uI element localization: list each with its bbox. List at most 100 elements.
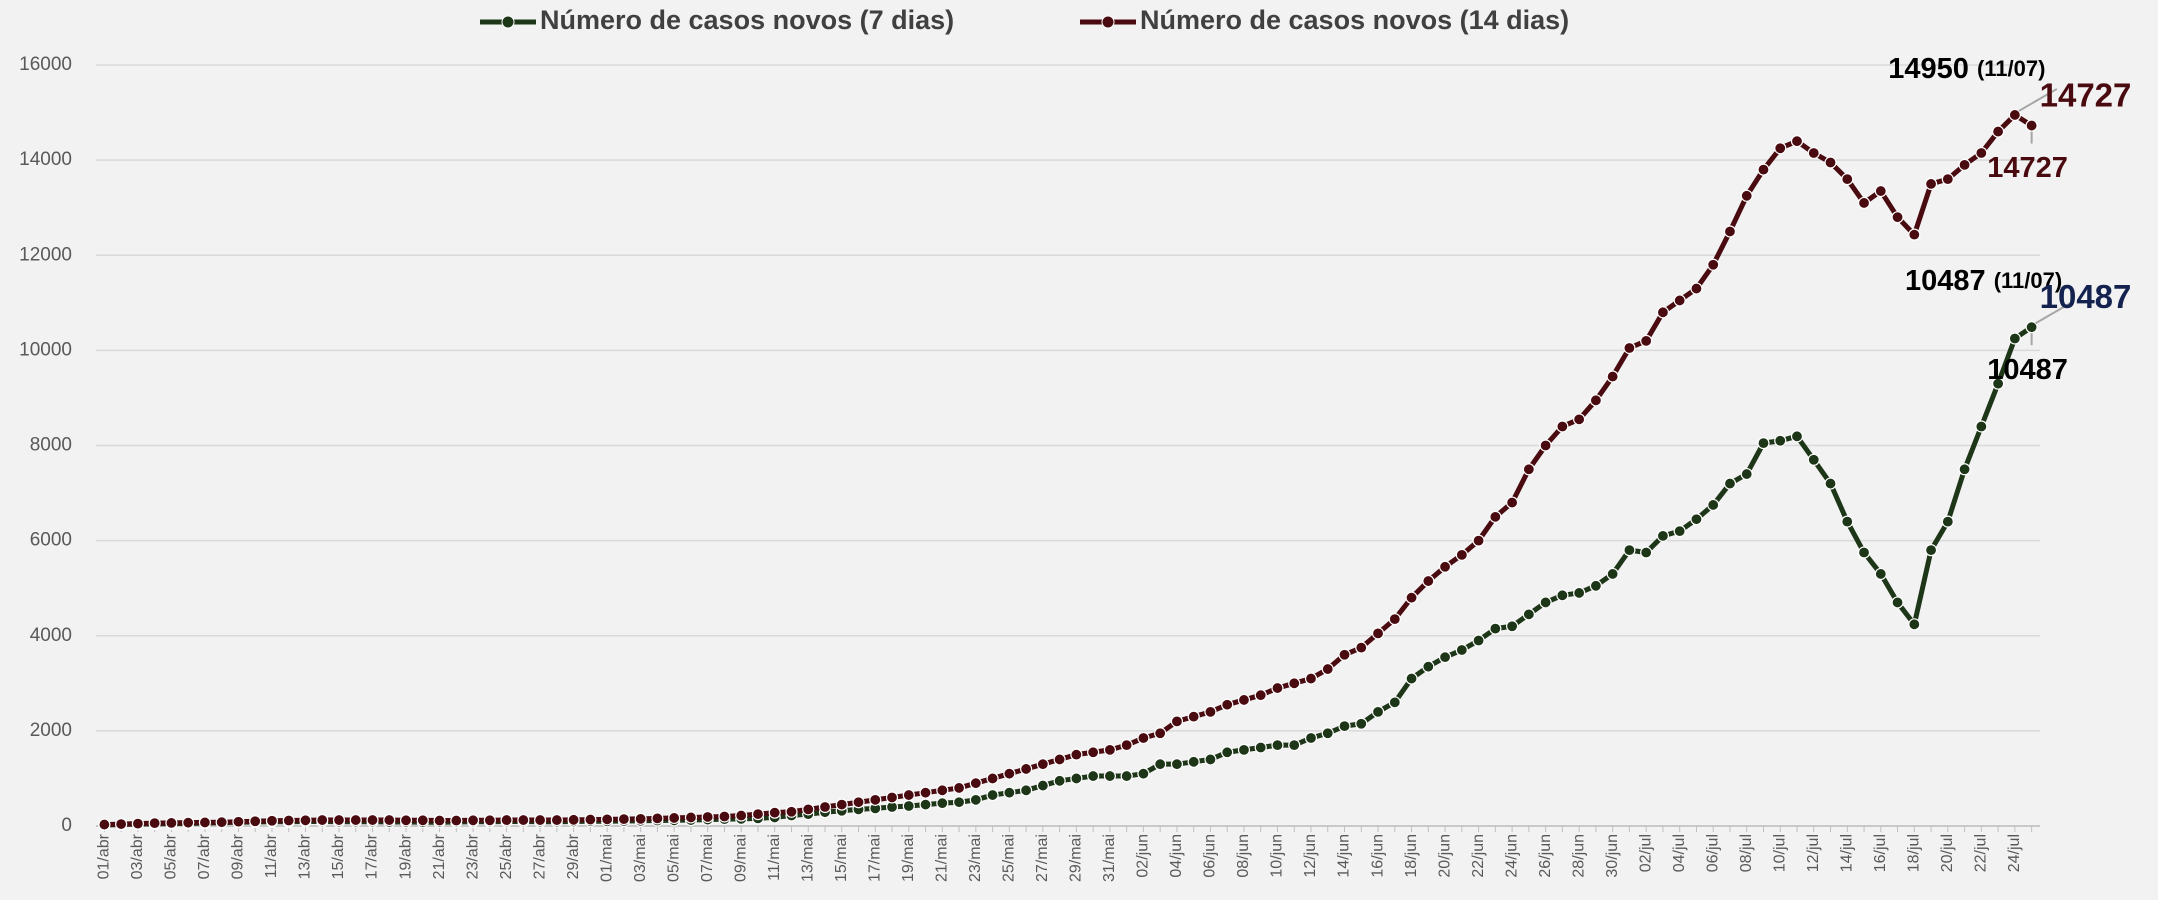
data-point [165,816,178,830]
x-tick-label: 20/jul [1939,834,1956,872]
data-point [1573,586,1586,600]
data-point [1857,546,1871,559]
data-point [1053,753,1066,766]
data-point [1539,596,1552,609]
data-point [1824,477,1837,490]
data-point [550,813,563,827]
data-point [936,784,949,797]
data-point [1221,746,1234,759]
data-point [1254,741,1267,754]
data-point [517,813,530,827]
data-point [902,799,915,813]
data-point [2008,332,2021,345]
data-point [232,815,245,828]
data-point [1187,710,1200,723]
data-point [1690,513,1703,526]
data-point [952,781,966,795]
y-tick-label: 4000 [30,625,72,646]
data-point [1371,705,1385,718]
x-tick-label: 30/jun [1604,834,1621,878]
data-point [1489,622,1502,635]
data-point [835,798,848,811]
data-point [433,814,446,827]
x-tick-label: 24/jun [1503,834,1520,878]
data-point [1355,641,1368,654]
data-point [1723,477,1737,490]
y-tick-label: 2000 [30,720,72,741]
data-point [2025,119,2038,132]
data-point [751,808,765,821]
y-tick-label: 6000 [30,530,72,551]
x-tick-label: 07/abr [196,833,213,879]
data-point [1539,439,1552,452]
x-tick-label: 13/abr [297,833,314,879]
data-point [1941,515,1954,528]
legend-marker [1101,15,1115,29]
data-point [1573,413,1586,426]
x-tick-label: 31/mai [1101,834,1118,882]
legend-marker [501,15,515,29]
data-point [1790,135,1804,148]
data-point [1975,146,1988,160]
data-point [1673,294,1686,307]
data-point [1003,767,1016,780]
x-tick-label: 06/jun [1202,834,1219,878]
x-tick-label: 05/abr [163,833,180,879]
data-point [1556,420,1569,433]
data-point [1506,496,1519,509]
data-point [1774,434,1787,447]
data-point [1522,463,1535,476]
data-point [1640,546,1653,559]
data-point [466,814,480,827]
data-point [282,814,295,827]
data-point [852,796,865,809]
data-point [1137,767,1150,780]
data-point [1204,705,1217,718]
data-point [1254,689,1267,702]
data-point [785,805,798,818]
x-tick-label: 04/jul [1671,834,1688,872]
data-point [1606,567,1619,581]
data-point [1087,746,1100,759]
data-point [1489,510,1502,523]
data-point [1170,758,1184,771]
data-point [986,788,999,802]
data-point [1992,377,2005,390]
x-tick-label: 17/mai [866,834,883,882]
data-point [115,817,128,831]
data-point [1103,743,1116,757]
data-point [1958,158,1971,171]
x-tick-label: 01/mai [598,834,615,882]
data-point [1824,156,1837,169]
data-point [952,796,966,809]
data-point [1070,748,1083,761]
x-tick-label: 15/mai [833,834,850,882]
x-tick-label: 14/jul [1838,834,1855,872]
data-point [1438,651,1452,664]
x-tick-label: 22/jul [1973,834,1990,872]
min-label: 14727 [1987,152,2068,184]
data-point [299,814,312,827]
data-point [885,791,899,804]
data-point [316,813,329,827]
data-point [1321,662,1334,676]
data-point [1841,515,1854,528]
data-point [1874,567,1887,581]
data-point [1723,225,1737,238]
x-tick-label: 11/mai [766,834,783,881]
data-point [1656,529,1670,542]
data-point [1807,453,1820,466]
data-point [182,816,195,829]
x-tick-label: 10/jul [1771,834,1788,872]
data-point [1757,437,1770,450]
data-point [1020,762,1033,776]
data-point [349,813,362,827]
x-tick-label: 02/jun [1135,834,1152,878]
data-point [1522,608,1535,621]
series-line [104,325,2034,828]
data-point [1087,769,1100,783]
last-label: 14727 [2040,76,2132,113]
data-point [1673,525,1686,538]
